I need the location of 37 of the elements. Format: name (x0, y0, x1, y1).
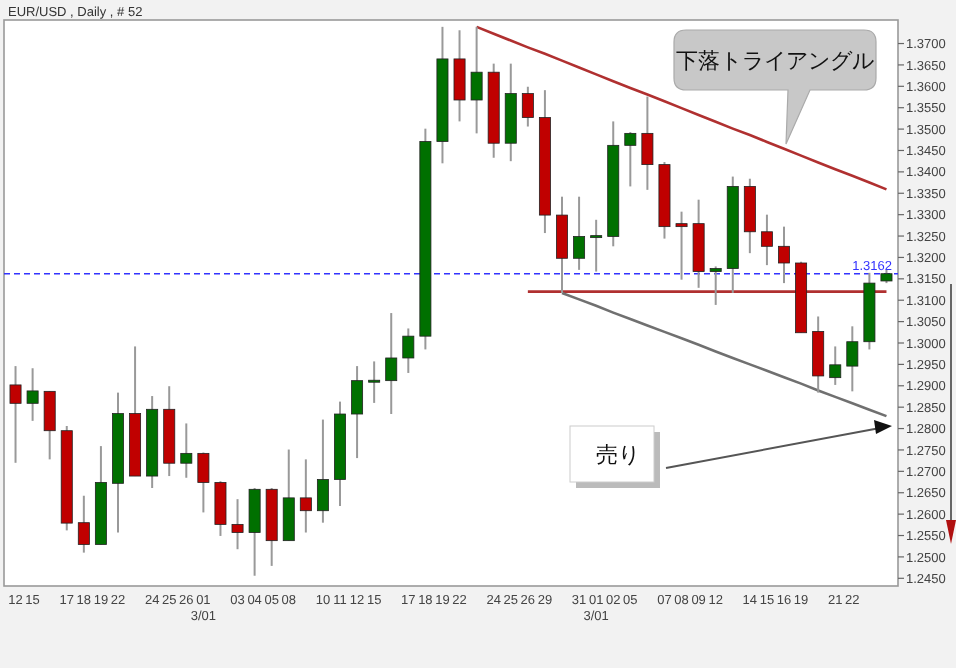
candlestick (590, 218, 603, 273)
candlestick (778, 225, 790, 285)
candlestick (760, 213, 773, 267)
line-series (560, 291, 888, 418)
candlestick (214, 480, 227, 537)
candlestick (829, 345, 842, 386)
candlestick (573, 195, 586, 271)
annotation: 下落トライアングル (676, 48, 874, 74)
line-series (475, 25, 888, 191)
candlestick (299, 458, 312, 534)
candlestick (624, 131, 637, 188)
candlestick (470, 25, 483, 135)
candlestick (692, 198, 705, 289)
candlestick (77, 494, 90, 554)
candlestick (521, 85, 534, 128)
candlestick (197, 451, 210, 514)
annotation: 売り (596, 442, 640, 468)
candlestick (743, 177, 756, 255)
candlestick (402, 327, 415, 374)
candlestick (9, 365, 22, 464)
candlestick (453, 29, 466, 123)
candlestick (385, 312, 398, 416)
candlestick (368, 360, 381, 404)
candlestick (641, 95, 654, 191)
candlestick (26, 367, 39, 422)
candlestick (812, 315, 825, 394)
candlestick (231, 498, 244, 551)
candlestick (675, 210, 688, 281)
candlestick (846, 325, 859, 393)
candlestick (282, 448, 295, 542)
candlestick (180, 422, 193, 479)
candlestick (43, 390, 56, 461)
candlestick (248, 487, 261, 577)
candlestick (709, 265, 722, 306)
candlestick (351, 365, 364, 460)
candlestick (316, 418, 329, 524)
candlestick (556, 195, 568, 294)
